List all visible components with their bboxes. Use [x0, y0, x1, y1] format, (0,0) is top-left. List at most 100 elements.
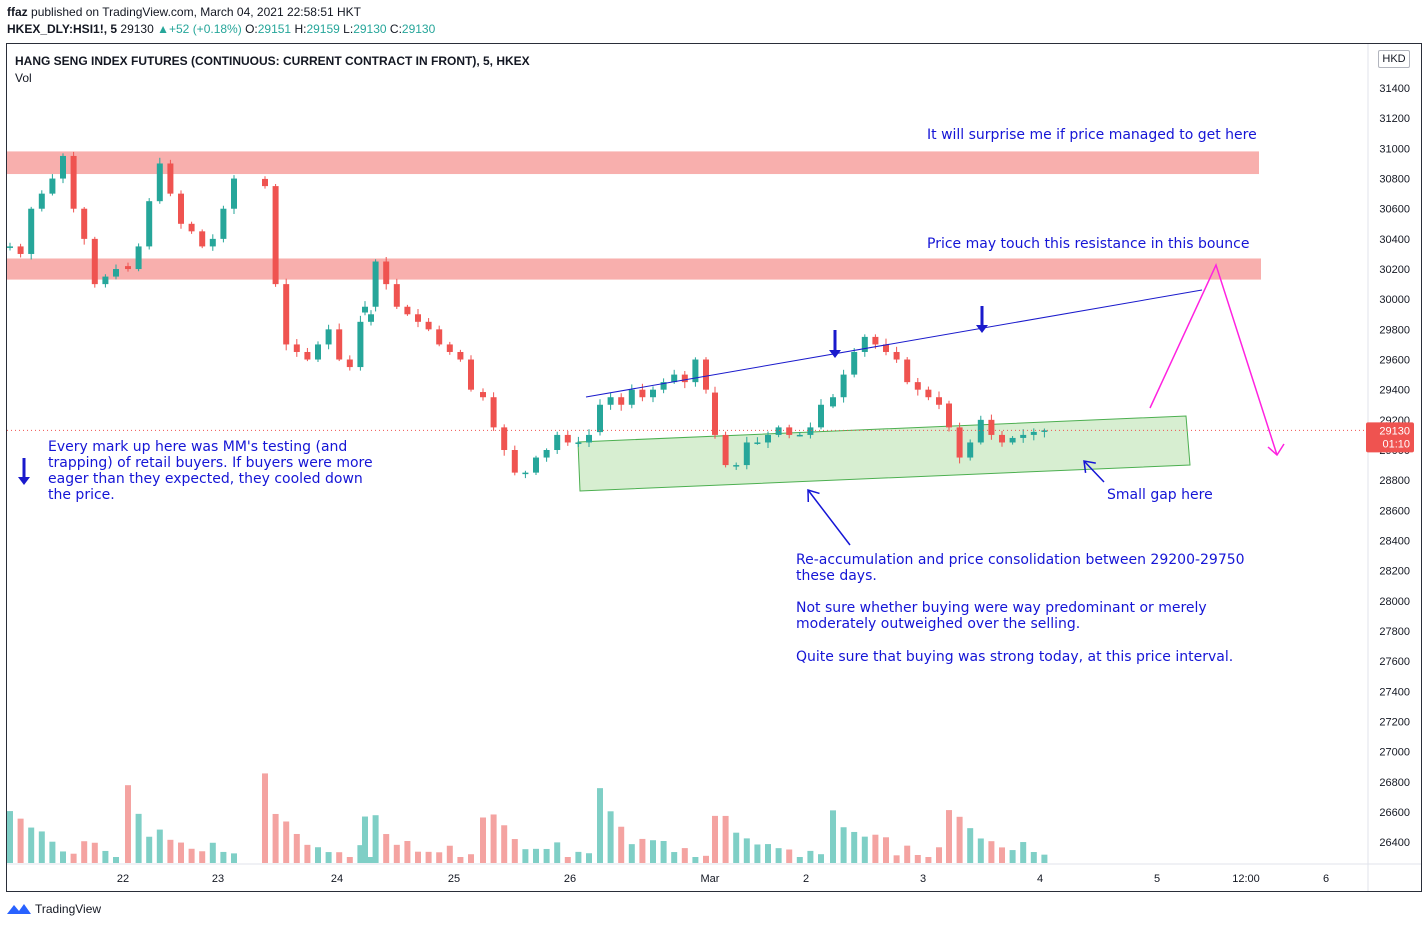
volume-bar [325, 852, 332, 863]
volume-bar [91, 842, 98, 863]
price-tick-label: 28200 [1379, 566, 1410, 578]
candle-body [272, 186, 279, 285]
candle-body [125, 266, 131, 270]
candle-body [743, 442, 750, 466]
volume-bar [490, 814, 497, 863]
candle-body [681, 374, 688, 383]
candle-body [1020, 434, 1027, 438]
candle-body [1009, 437, 1016, 443]
time-tick-label: 3 [920, 873, 926, 885]
volume-bar [743, 838, 750, 863]
price-tick-label: 29800 [1379, 324, 1410, 336]
candle-body [315, 344, 321, 360]
volume-bar [851, 831, 858, 863]
volume-bar [946, 810, 952, 863]
candle-body [209, 238, 216, 247]
candle-body [925, 389, 932, 398]
volume-bar [660, 840, 667, 863]
author-name: ffaz [7, 5, 28, 19]
volume-bar [830, 810, 836, 863]
price-tick-label: 26800 [1379, 777, 1410, 789]
trend-line [585, 289, 1203, 398]
volume-bar [7, 811, 13, 863]
candle-body [607, 397, 614, 405]
candle-body [946, 403, 952, 428]
price-tick-label: 28800 [1379, 475, 1410, 487]
price-tick-label: 27000 [1379, 747, 1410, 759]
volume-bar [818, 854, 824, 863]
consolidation-range [577, 415, 1191, 492]
high-label: H: [294, 22, 307, 36]
candle-body [904, 359, 911, 383]
candle-body [554, 434, 561, 450]
candle-body [304, 351, 311, 360]
volume-bar [446, 845, 453, 863]
candle-body [893, 351, 900, 360]
candle-body [775, 427, 782, 435]
volume-bar [639, 838, 646, 863]
volume-bar [404, 841, 411, 863]
last-price-tag [1366, 422, 1414, 453]
chart-frame[interactable] [6, 43, 1422, 892]
projection-arrow-head-icon [1267, 443, 1285, 457]
volume-bar [357, 845, 364, 863]
volume-bar [712, 815, 718, 863]
price-tick-label: 30400 [1379, 234, 1410, 246]
chart-title: HANG SENG INDEX FUTURES (CONTINUOUS: CUR… [15, 54, 530, 68]
volume-bar [457, 857, 464, 863]
volume-bar [336, 852, 343, 863]
tradingview-logo-icon[interactable] [7, 902, 31, 916]
currency-button[interactable]: HKD [1378, 50, 1410, 68]
candle-body [511, 450, 518, 473]
volume-bar [436, 852, 443, 863]
price-tick-label: 31200 [1379, 113, 1410, 125]
annotation-gap: Small gap here [1107, 487, 1213, 503]
brand-name[interactable]: TradingView [35, 902, 102, 916]
candle-body [415, 314, 421, 322]
volume-bar [872, 834, 879, 863]
candle-body [28, 208, 35, 254]
volume-bar [956, 816, 963, 863]
candle-body [522, 472, 529, 475]
volume-bar [125, 785, 131, 863]
candle-body [1030, 431, 1037, 435]
candle-body [70, 155, 77, 209]
candle-body [393, 284, 400, 307]
resistance-zone [7, 151, 1259, 175]
price-tick-label: 31000 [1379, 143, 1410, 155]
close-value: 29130 [401, 22, 436, 36]
volume-bar [315, 847, 321, 863]
volume-bar [60, 851, 66, 863]
candle-body [851, 351, 858, 375]
candle-body [490, 397, 497, 428]
candle-body [754, 442, 761, 444]
price-tick-label: 28400 [1379, 535, 1410, 547]
candle-body [830, 397, 836, 407]
open-value: 29151 [257, 22, 292, 36]
time-tick-label: 26 [564, 873, 576, 885]
publish-text: published on TradingView.com, March 04, … [31, 5, 361, 19]
price-tick-label: 29600 [1379, 355, 1410, 367]
candle-body [362, 306, 368, 313]
volume-bar [914, 854, 921, 863]
high-value: 29159 [306, 22, 340, 36]
time-tick-label: 24 [331, 873, 343, 885]
volume-bar [543, 848, 550, 863]
volume-bar [293, 833, 300, 863]
candle-body [113, 269, 119, 277]
candle-body [372, 261, 379, 307]
candle-body [91, 238, 98, 285]
price-tick-label: 26600 [1379, 807, 1410, 819]
volume-bar [113, 857, 119, 863]
volume-bar [988, 841, 995, 863]
candle-body [480, 392, 486, 398]
volume-bar [936, 847, 942, 863]
price-tick-label: 31400 [1379, 83, 1410, 95]
volume-bar [1041, 854, 1048, 863]
volume-bar [362, 816, 368, 863]
price-tick-label: 30600 [1379, 204, 1410, 216]
candle-body [283, 284, 290, 345]
volume-bar [1020, 842, 1027, 863]
publish-info: ffaz published on TradingView.com, March… [7, 5, 361, 19]
